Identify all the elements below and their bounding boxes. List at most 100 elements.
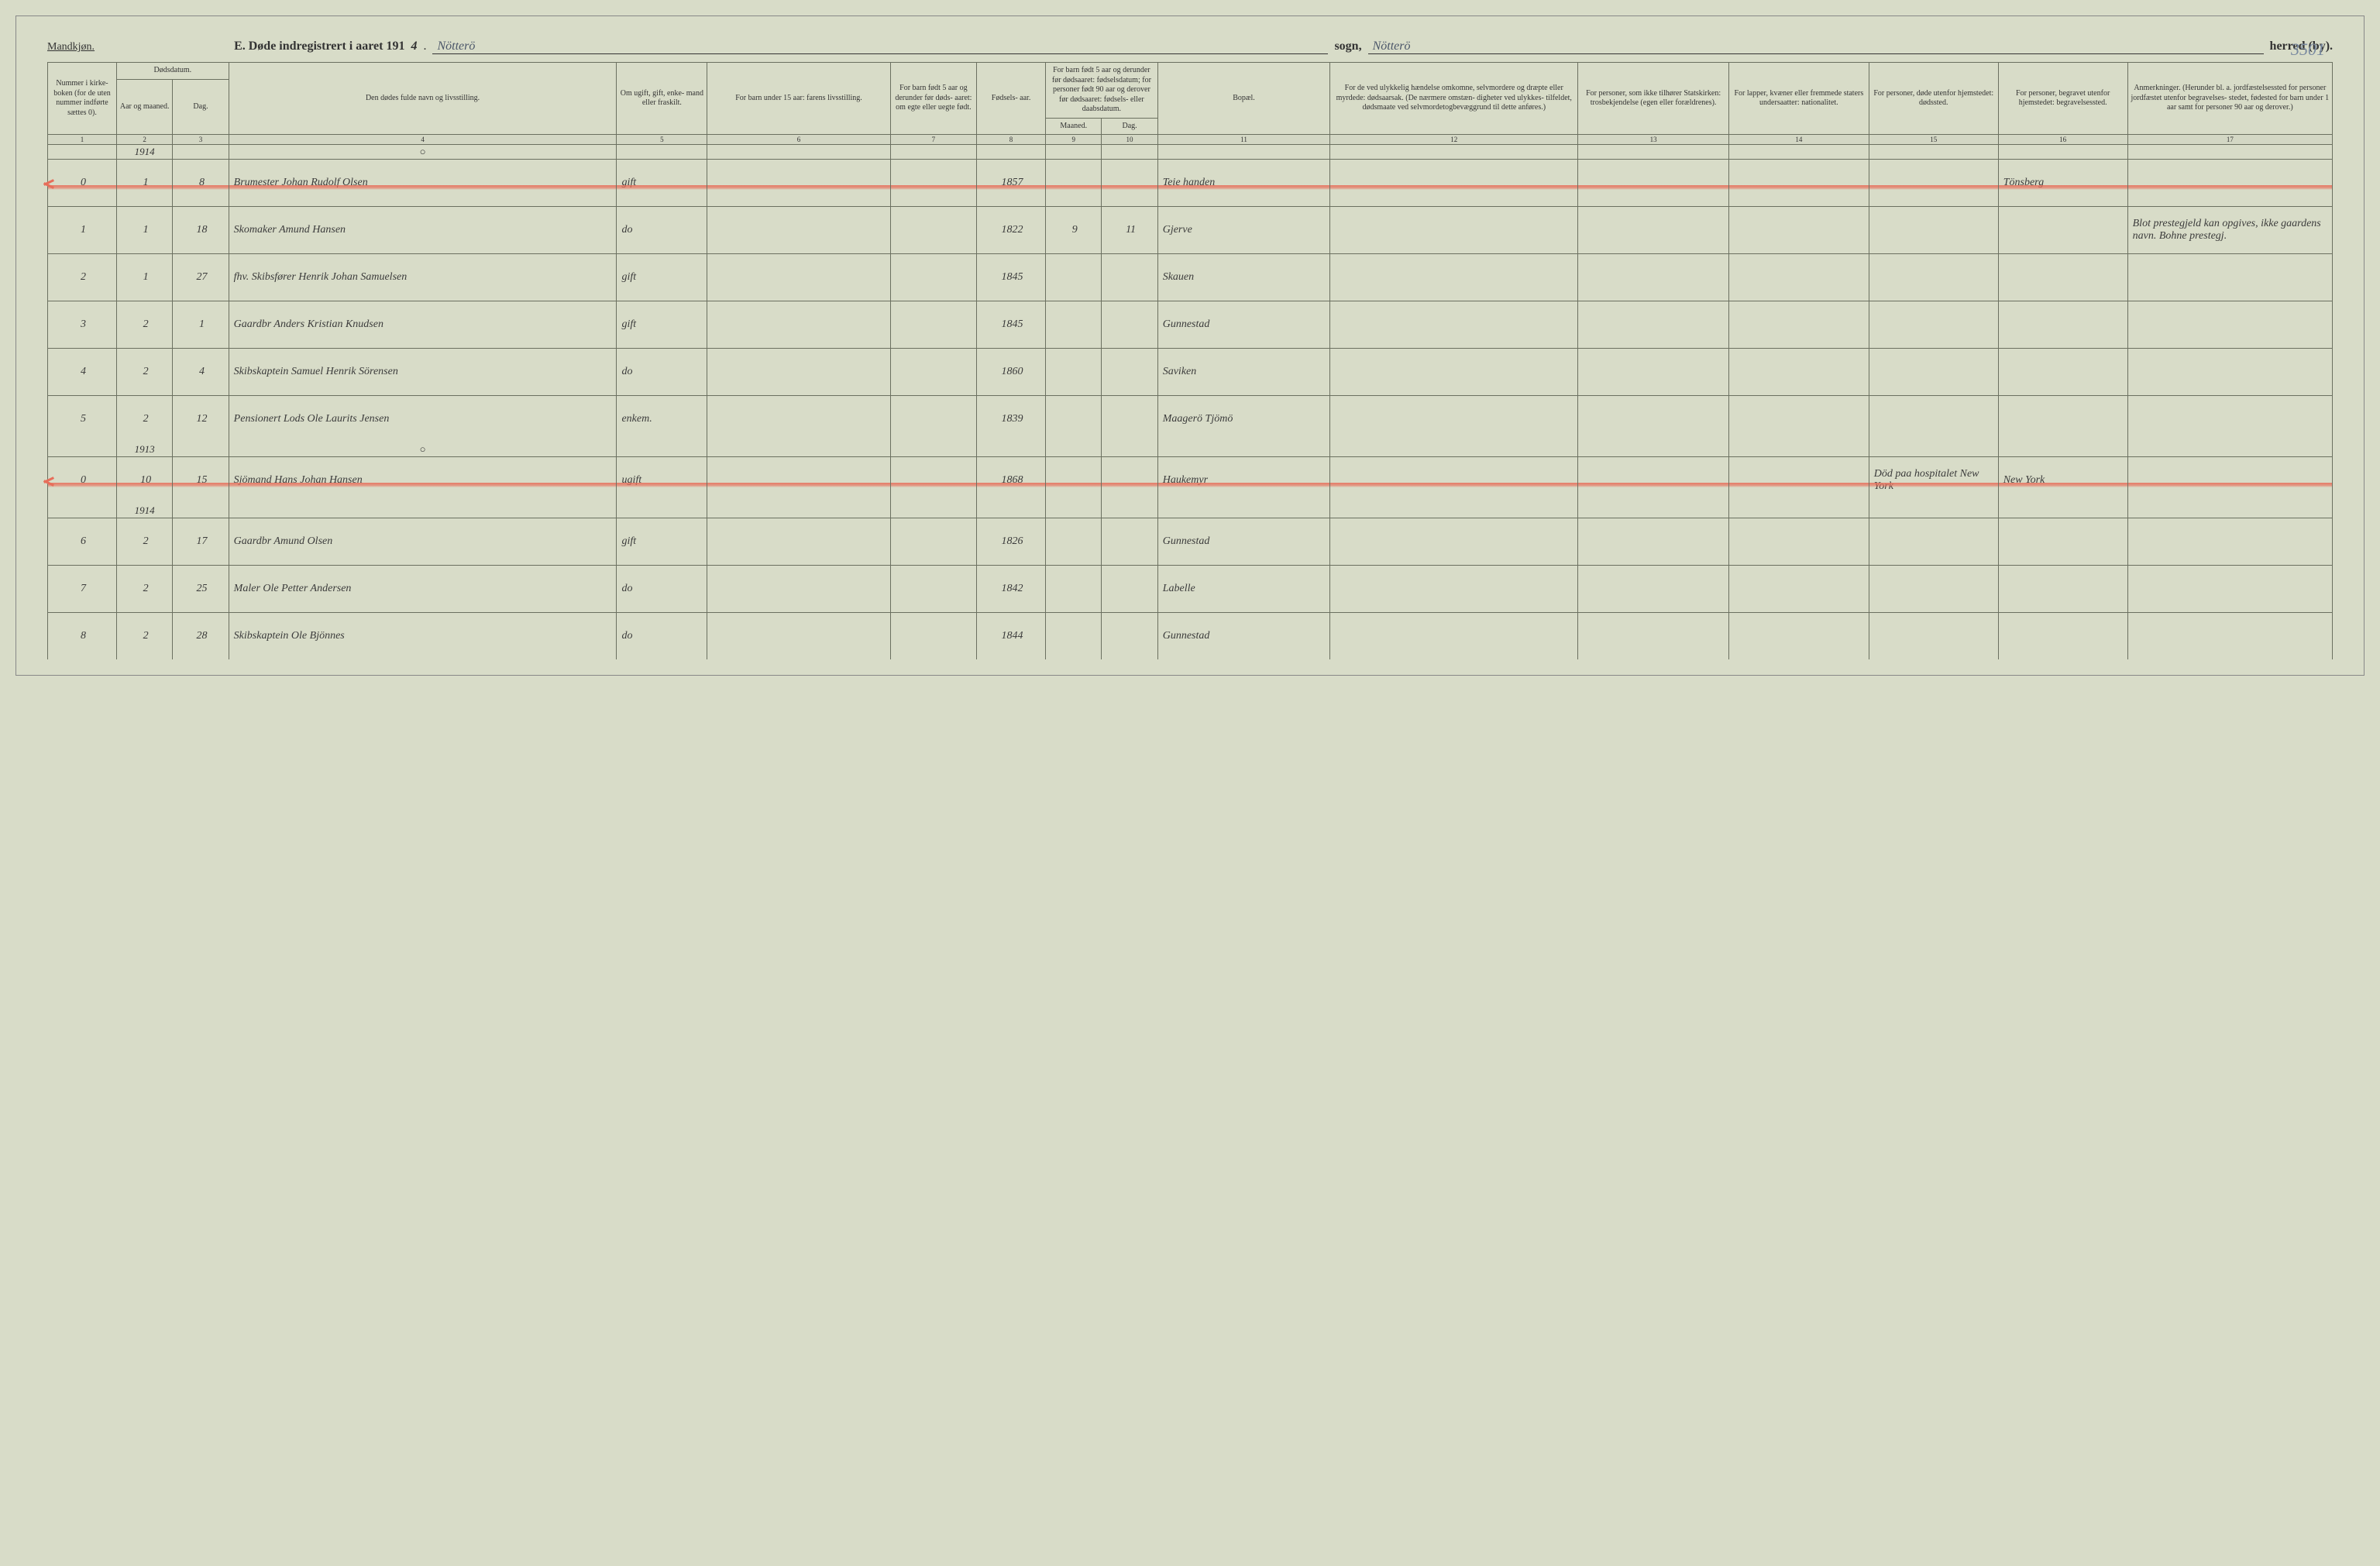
cell: 1839 [977, 396, 1046, 443]
cell [2127, 457, 2332, 504]
cell: 28 [173, 613, 229, 660]
year-cell [890, 504, 976, 518]
cell [1869, 518, 1998, 566]
cell: Skibskaptein Samuel Henrik Sörensen [229, 349, 617, 396]
year-row: 1914 [48, 504, 2333, 518]
cell: 1842 [977, 566, 1046, 613]
title-prefix: E. Døde indregistrert i aaret 191 [234, 40, 404, 53]
column-number: 8 [977, 135, 1046, 145]
cell [1728, 301, 1869, 349]
col-9-m: Maaned. [1046, 118, 1102, 135]
year-cell [48, 145, 117, 160]
cell: 25 [173, 566, 229, 613]
cell: 5 [48, 396, 117, 443]
cell [890, 301, 976, 349]
year-cell [1998, 504, 2127, 518]
cell: 17 [173, 518, 229, 566]
cell [1046, 349, 1102, 396]
cell: Gunnestad [1157, 301, 1330, 349]
year-cell [1102, 504, 1157, 518]
cell: 1860 [977, 349, 1046, 396]
cell [1330, 349, 1578, 396]
cell [1728, 566, 1869, 613]
col-5-header: Om ugift, gift, enke- mand eller fraskil… [617, 63, 707, 135]
cell [1578, 349, 1729, 396]
col-1-header: Nummer i kirke- boken (for de uten numme… [48, 63, 117, 135]
year-cell [1330, 442, 1578, 457]
cell [1869, 207, 1998, 254]
year-cell [1157, 145, 1330, 160]
year-cell [173, 145, 229, 160]
year-cell [229, 504, 617, 518]
cell: Brumester Johan Rudolf Olsen [229, 160, 617, 207]
cell [1578, 457, 1729, 504]
year-cell [1102, 442, 1157, 457]
year-cell [617, 442, 707, 457]
col-2-header: Dødsdatum. [117, 63, 229, 80]
cell [2127, 396, 2332, 443]
column-number: 11 [1157, 135, 1330, 145]
cell: Labelle [1157, 566, 1330, 613]
cell [1330, 396, 1578, 443]
year-cell [977, 145, 1046, 160]
cell [1728, 396, 1869, 443]
cell [1728, 349, 1869, 396]
cell: gift [617, 254, 707, 301]
column-number: 16 [1998, 135, 2127, 145]
cell [1046, 396, 1102, 443]
cell: Haukemyr [1157, 457, 1330, 504]
sogn-value: Nötterö [432, 40, 1328, 54]
cell [1330, 518, 1578, 566]
cell [1330, 254, 1578, 301]
cell: 2 [117, 518, 173, 566]
cell [1578, 518, 1729, 566]
cell: 7 [48, 566, 117, 613]
year-cell [1998, 442, 2127, 457]
year-cell [1157, 504, 1330, 518]
cell [707, 349, 890, 396]
cell: Skomaker Amund Hansen [229, 207, 617, 254]
cell: Sjömand Hans Johan Hansen [229, 457, 617, 504]
cell: Skauen [1157, 254, 1330, 301]
year-cell [617, 504, 707, 518]
cell: 8 [173, 160, 229, 207]
cell [1578, 396, 1729, 443]
table-row: 424Skibskaptein Samuel Henrik Sörensendo… [48, 349, 2333, 396]
cell [1046, 566, 1102, 613]
year-cell [707, 504, 890, 518]
cell [1998, 254, 2127, 301]
cell [1330, 566, 1578, 613]
cell [890, 160, 976, 207]
cell [1578, 566, 1729, 613]
cell [1330, 207, 1578, 254]
cell [2127, 160, 2332, 207]
cell: 1857 [977, 160, 1046, 207]
cell: 9 [1046, 207, 1102, 254]
year-cell [1998, 145, 2127, 160]
year-cell [1869, 442, 1998, 457]
table-row: 01015Sjömand Hans Johan Hansenugift1868H… [48, 457, 2333, 504]
cell: 1844 [977, 613, 1046, 660]
cell [1046, 254, 1102, 301]
table-row: 018Brumester Johan Rudolf Olsengift1857T… [48, 160, 2333, 207]
cell [890, 566, 976, 613]
cell [890, 254, 976, 301]
cell: 3 [48, 301, 117, 349]
sogn-label: sogn, [1334, 40, 1361, 53]
col-6-header: For barn under 15 aar: farens livsstilli… [707, 63, 890, 135]
cell [2127, 254, 2332, 301]
cell [2127, 566, 2332, 613]
cell: Död paa hospitalet New York [1869, 457, 1998, 504]
table-row: 7225Maler Ole Petter Andersendo1842Label… [48, 566, 2333, 613]
year-cell [707, 145, 890, 160]
column-number: 3 [173, 135, 229, 145]
cell: do [617, 613, 707, 660]
cell: 2 [117, 301, 173, 349]
cell [1728, 613, 1869, 660]
cell [1046, 613, 1102, 660]
cell [1046, 160, 1102, 207]
cell: 1 [173, 301, 229, 349]
cell: 27 [173, 254, 229, 301]
cell [1728, 457, 1869, 504]
table-row: 6217Gaardbr Amund Olsengift1826Gunnestad [48, 518, 2333, 566]
